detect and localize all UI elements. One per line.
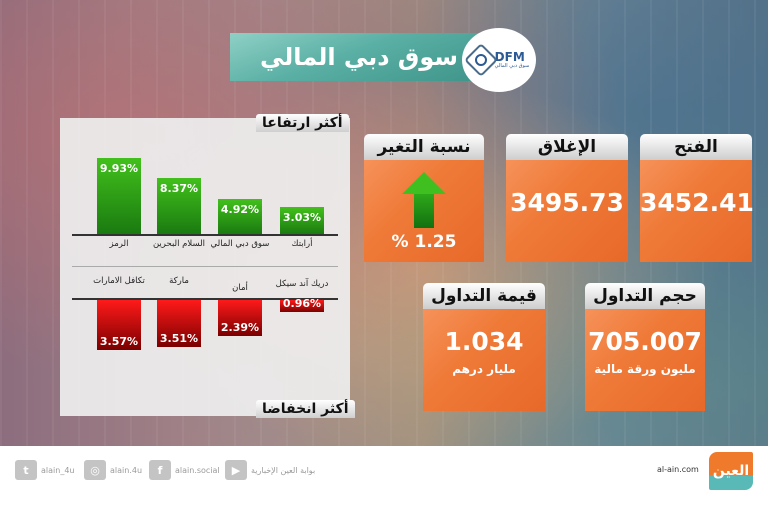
gainer-bar: 9.93% [97,158,141,234]
open-label: الفتح [640,134,752,160]
loser-label: دريك آند سيكل [275,279,329,289]
facebook-icon: f [149,460,171,480]
change-card: نسبة التغير % 1.25 [364,134,484,262]
gainer-label: أرابتك [291,239,313,249]
dfm-emblem-icon [463,43,498,77]
close-card: الإغلاق 3495.73 [506,134,628,262]
open-card: الفتح 3452.41 [640,134,754,262]
turnover-label: قيمة التداول [423,283,545,309]
alain-logo: العين [709,452,753,490]
volume-unit: مليون ورقة مالية [594,362,696,376]
up-arrow-icon [364,172,484,228]
close-value: 3495.73 [510,188,624,217]
gainer-label: سوق دبي المالي [210,239,270,249]
logo-text: DFM [494,50,525,64]
page-title: سوق دبي المالي [230,33,480,81]
volume-value: 705.007 [588,327,702,356]
twitter-icon: t [15,460,37,480]
losers-axis [72,298,338,300]
gainers-axis [72,234,338,236]
gainers-label: أكثر ارتفاعا [256,114,349,132]
turnover-unit: مليار درهم [452,362,516,376]
twitter-link[interactable]: t alain_4u [15,460,74,480]
gainer-bar: 4.92% [218,199,262,234]
gainer-bar: 8.37% [157,178,201,234]
dfm-logo: DFM سوق دبي المالي [462,28,536,92]
open-value: 3452.41 [640,188,754,217]
turnover-value: 1.034 [444,327,524,356]
divider [72,266,338,267]
instagram-handle: alain.4u [110,465,143,475]
loser-label: أمان [232,283,248,293]
change-label: نسبة التغير [364,134,484,160]
loser-bar: 0.96% [280,297,324,312]
youtube-icon: ▶ [225,460,247,480]
facebook-link[interactable]: f alain.social [149,460,220,480]
losers-label: أكثر انخفاضا [256,400,355,418]
youtube-handle: بوابة العين الإخبارية [251,465,316,475]
loser-label: تكافل الامارات [93,276,145,286]
gainer-label: الرمز [109,239,129,249]
loser-bar: 3.51% [157,300,201,347]
site-link[interactable]: al-ain.com [657,465,699,474]
youtube-link[interactable]: ▶ بوابة العين الإخبارية [225,460,315,480]
twitter-handle: alain_4u [41,465,75,475]
facebook-handle: alain.social [175,465,220,475]
gainer-bar: 3.03% [280,207,324,234]
loser-bar: 2.39% [218,300,262,336]
volume-label: حجم التداول [585,283,705,309]
footer: t alain_4u ◎ alain.4u f alain.social ▶ ب… [0,446,768,510]
loser-bar: 3.57% [97,300,141,350]
change-value: % 1.25 [391,232,457,252]
gainer-label: السلام البحرين [152,239,206,249]
volume-card: حجم التداول 705.007 مليون ورقة مالية [585,283,705,411]
loser-label: ماركة [169,276,189,286]
close-label: الإغلاق [506,134,628,160]
logo-subtext: سوق دبي المالي [494,63,530,69]
instagram-icon: ◎ [84,460,106,480]
turnover-card: قيمة التداول 1.034 مليار درهم [423,283,545,411]
instagram-link[interactable]: ◎ alain.4u [84,460,142,480]
